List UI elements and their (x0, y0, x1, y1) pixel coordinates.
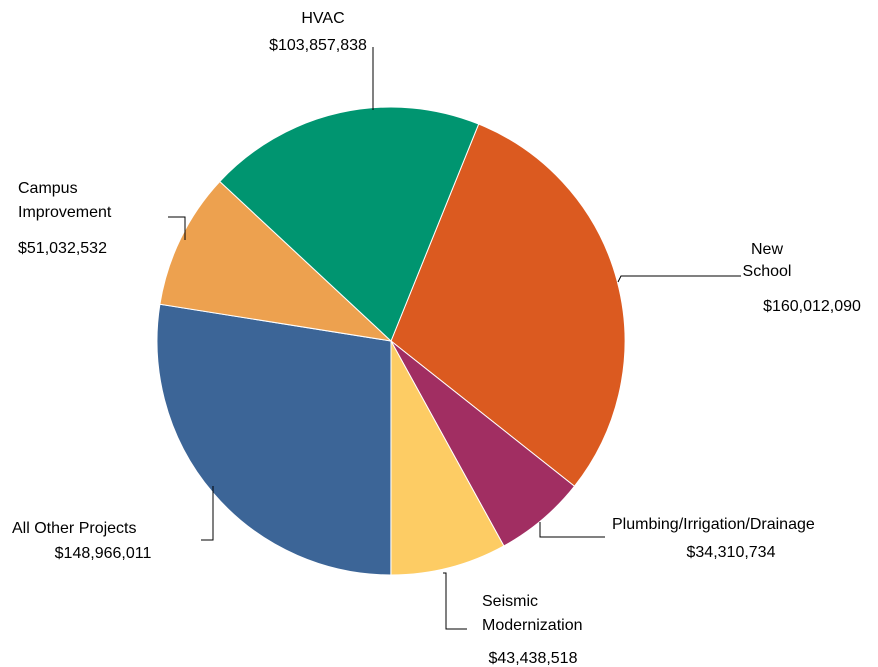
slice-label-seismic-modernization: Modernization (482, 617, 583, 634)
slice-value-campus-improvement: $51,032,532 (18, 240, 107, 257)
pie-slice-seismic-modernization (390, 340, 505, 576)
pie-slice-all-other-projects (156, 303, 392, 576)
pie-slice-new-school (390, 123, 626, 487)
slice-label-new-school: School (743, 263, 792, 280)
leader-line-new-school (617, 275, 741, 283)
slice-label-all-other-projects: All Other Projects (12, 520, 136, 537)
slice-label-campus-improvement: Improvement (18, 204, 112, 221)
leader-line-all-other-projects (201, 486, 214, 541)
slice-label-hvac: HVAC (301, 10, 344, 27)
slice-value-plumbing-irrigation-drainage: $34,310,734 (687, 544, 776, 561)
pie-slice-hvac (219, 106, 480, 342)
slice-label-campus-improvement: Campus (18, 180, 78, 197)
slice-value-all-other-projects: $148,966,011 (55, 545, 152, 562)
slice-label-seismic-modernization: Seismic (482, 593, 538, 610)
slice-label-plumbing-irrigation-drainage: Plumbing/Irrigation/Drainage (612, 516, 815, 533)
leader-line-plumbing-irrigation-drainage (539, 522, 605, 538)
slice-value-hvac: $103,857,838 (269, 37, 367, 54)
leader-line-campus-improvement (168, 216, 186, 240)
leader-line-seismic-modernization (443, 572, 467, 630)
slice-label-new-school: New (751, 241, 783, 258)
pie-slice-campus-improvement (159, 180, 393, 342)
slice-value-seismic-modernization: $43,438,518 (489, 650, 578, 667)
slice-value-new-school: $160,012,090 (763, 298, 861, 315)
